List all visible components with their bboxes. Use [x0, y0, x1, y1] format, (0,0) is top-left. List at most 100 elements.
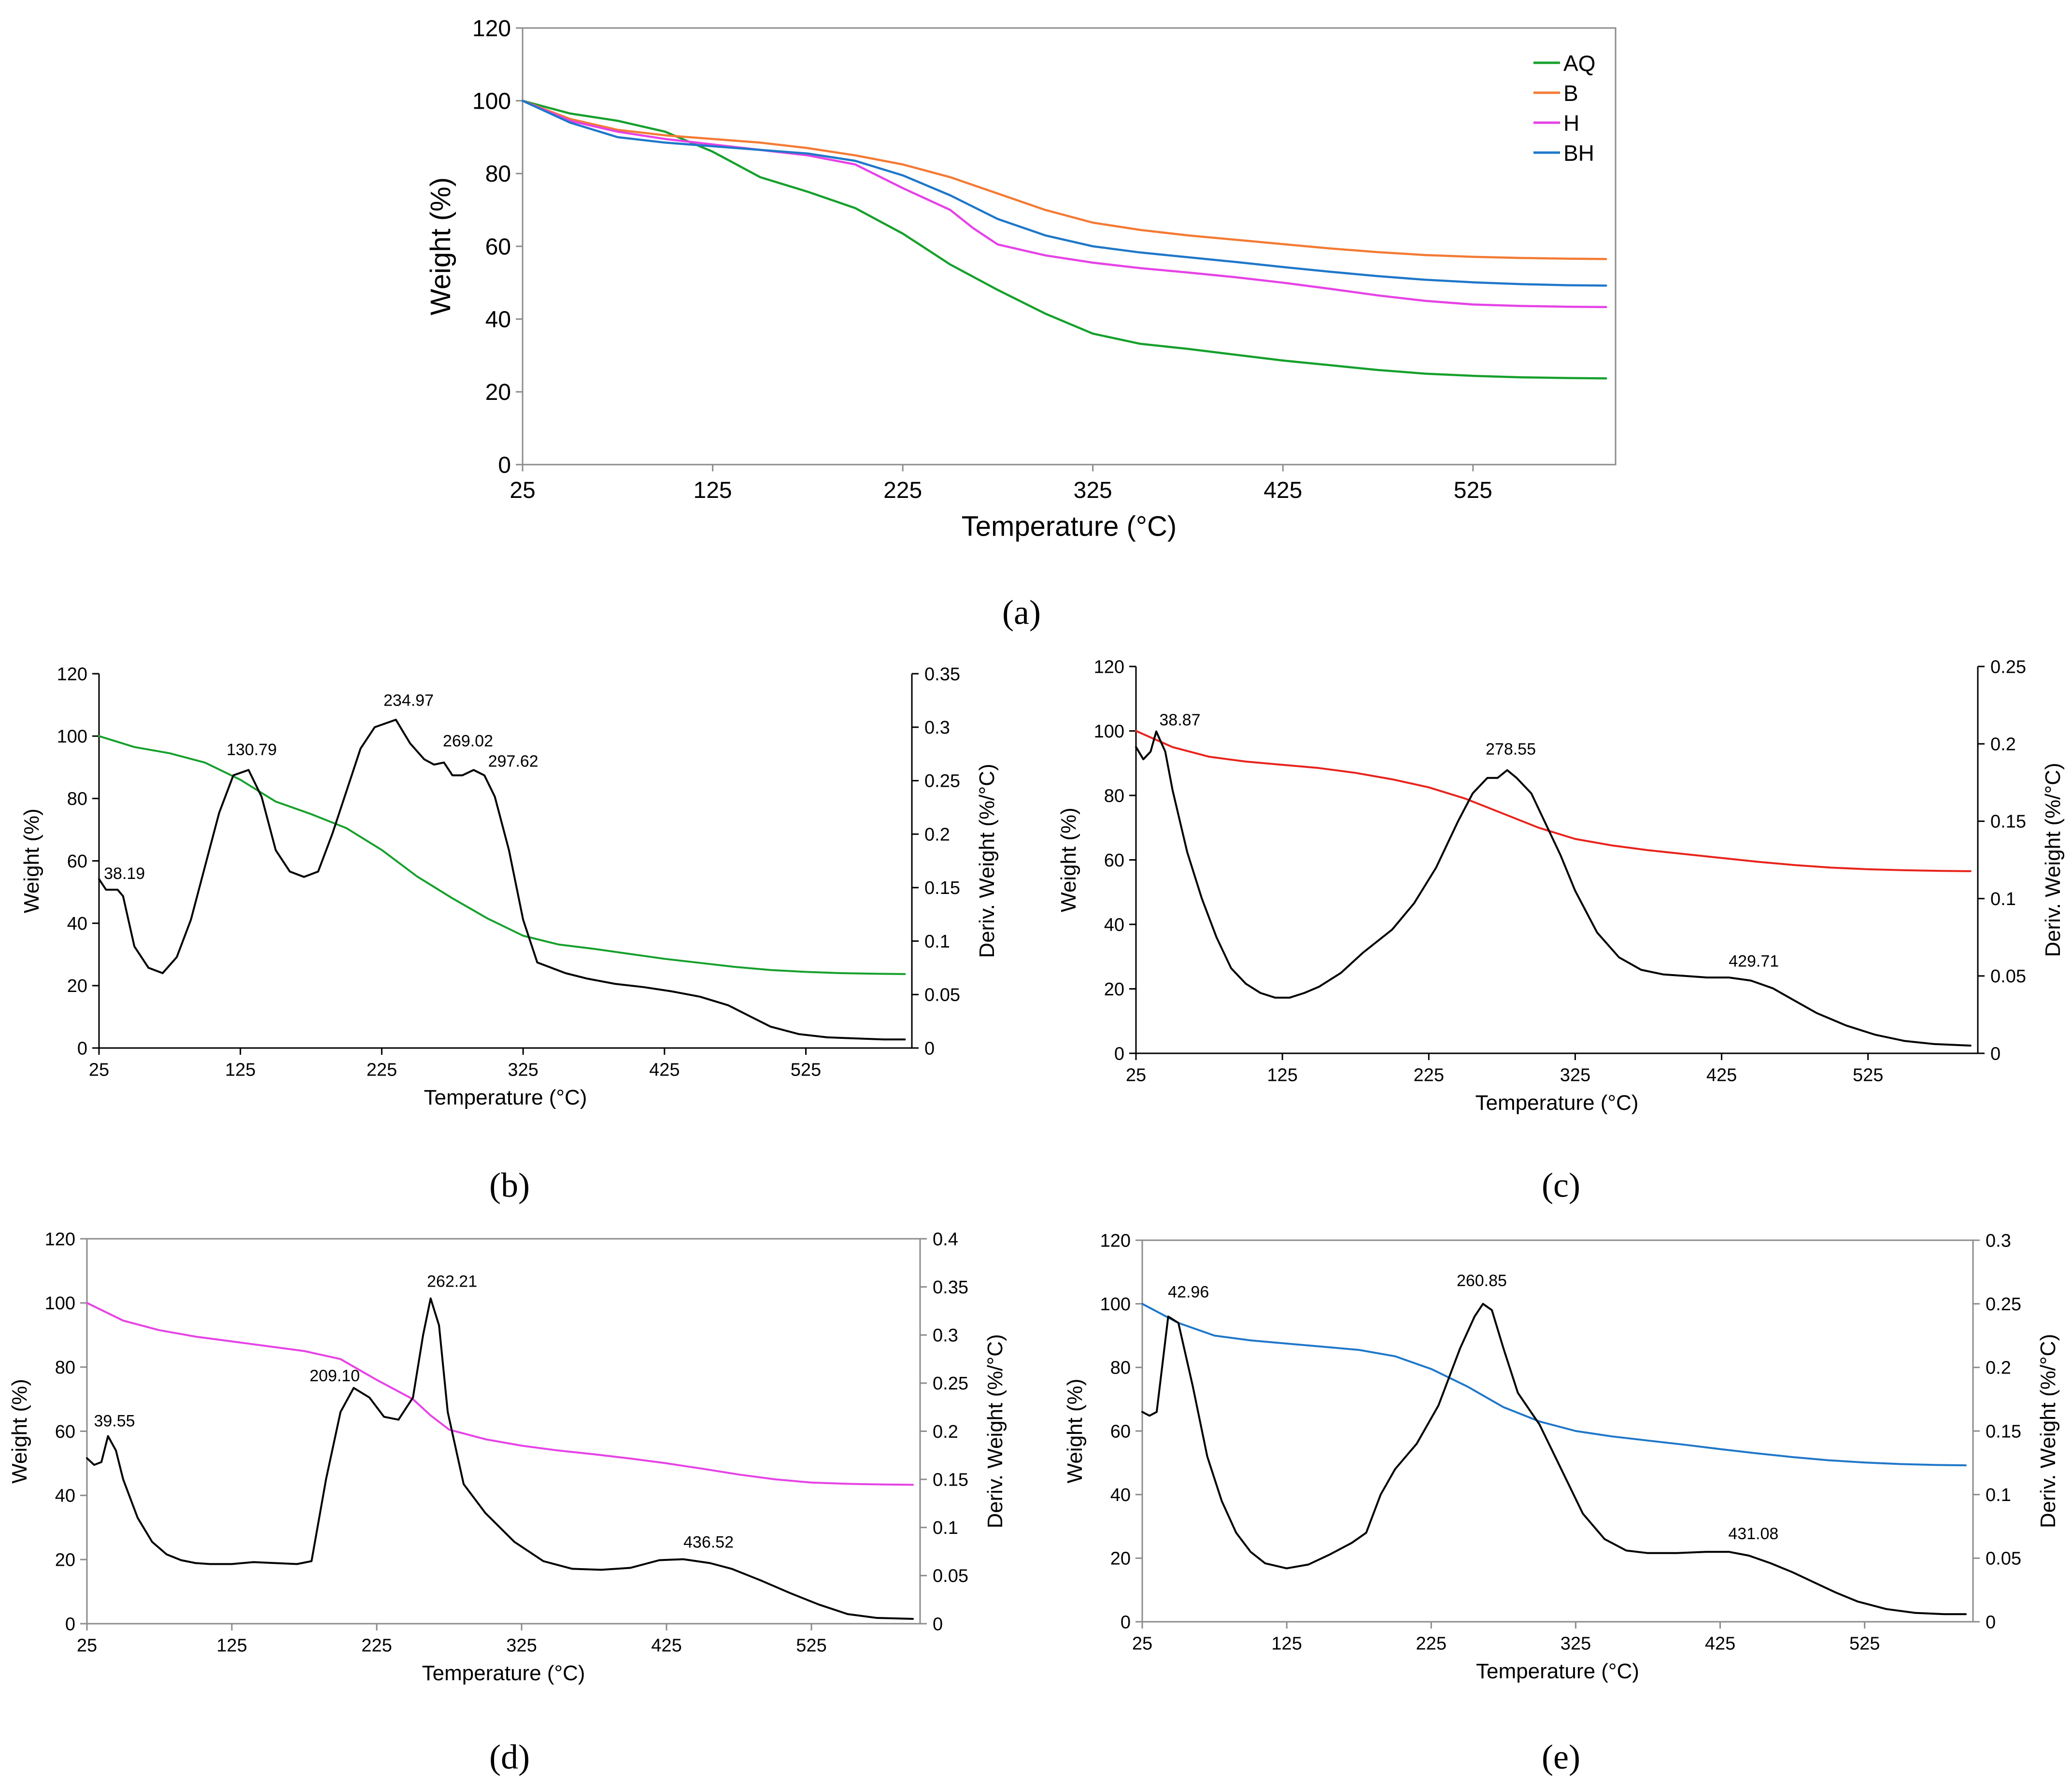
y-tick-label: 60	[55, 1422, 75, 1442]
x-axis-title: Temperature (°C)	[424, 1086, 587, 1109]
y2-tick-label: 0.1	[1990, 889, 2016, 909]
y2-tick-label: 0.15	[924, 878, 960, 898]
y-tick-label: 100	[57, 726, 87, 747]
y2-tick-label: 0.05	[1990, 966, 2026, 987]
x-tick-label: 525	[796, 1636, 826, 1656]
chart-panel-c: 25 125 225 325 425 525 0 20 40 60 80 100 120 0 0.05 0.1…	[1057, 657, 2065, 1115]
y2-tick-label: 0.2	[1986, 1358, 2011, 1378]
y-tick-label: 40	[485, 307, 511, 332]
y-tick-label: 120	[57, 664, 87, 684]
y-tick-label: 0	[1121, 1612, 1131, 1632]
y-axis-title: Weight (%)	[1057, 808, 1080, 912]
chart-panel-a: 25 125 225 325 425 525 0 20 40 60 80 100 120 Temperat…	[425, 16, 1617, 542]
x-tick-label: 125	[225, 1060, 255, 1080]
y2-tick-label: 0.1	[1986, 1485, 2011, 1505]
peak-label: 38.87	[1159, 711, 1200, 729]
y2-tick-label: 0.25	[924, 771, 960, 792]
x-tick-label: 25	[89, 1060, 109, 1080]
y2-tick-label: 0.15	[1990, 812, 2026, 832]
y2-tick-label: 0	[924, 1038, 935, 1059]
y-tick-label: 100	[1094, 722, 1124, 742]
legend-label-aq: AQ	[1563, 51, 1595, 76]
series-line-deriv-weight	[1135, 730, 1972, 1047]
y2-tick-label: 0.05	[924, 985, 960, 1006]
peak-label: 42.96	[1168, 1283, 1209, 1302]
y2-tick-label: 0.35	[933, 1277, 968, 1298]
y2-tick-label: 0.1	[924, 932, 950, 952]
y-tick-label: 0	[1114, 1044, 1124, 1064]
peak-label: 38.19	[104, 864, 145, 883]
y2-tick-label: 0.25	[1990, 657, 2026, 677]
x-tick-label: 425	[1706, 1065, 1737, 1086]
y2-tick-label: 0.1	[933, 1518, 958, 1538]
y2-tick-label: 0.25	[933, 1374, 968, 1394]
x-tick-label: 25	[1126, 1065, 1146, 1086]
x-tick-label: 25	[510, 478, 535, 503]
y-tick-label: 20	[1110, 1549, 1131, 1569]
x-axis-title: Temperature (°C)	[1476, 1091, 1639, 1115]
plot-frame	[86, 1238, 921, 1625]
y2-tick-label: 0.4	[933, 1229, 958, 1249]
x-tick-label: 525	[791, 1060, 821, 1080]
y-tick-label: 100	[1100, 1294, 1131, 1315]
series-line-aq	[521, 99, 1607, 380]
y-tick-label: 80	[1104, 786, 1124, 806]
y-axis-title: Weight (%)	[425, 177, 456, 315]
peak-label: 209.10	[310, 1367, 360, 1385]
panel-label-e: (e)	[1542, 1738, 1580, 1776]
series-line-b	[521, 99, 1607, 260]
legend-label-b: B	[1563, 81, 1578, 106]
x-tick-label: 425	[651, 1636, 681, 1656]
chart-panel-b: 25 125 225 325 425 525 0 20 40 60 80 100 120 0 0.05 0.1…	[20, 664, 999, 1109]
y2-axis-title: Deriv. Weight (%/°C)	[2036, 1334, 2060, 1528]
y2-tick-label: 0.25	[1986, 1294, 2021, 1315]
series-line-deriv-weight	[98, 719, 906, 1041]
y-tick-label: 80	[55, 1358, 75, 1378]
y-tick-label: 60	[485, 234, 511, 260]
y2-tick-label: 0.15	[1986, 1421, 2021, 1442]
x-tick-label: 525	[1454, 478, 1492, 503]
y-tick-label: 120	[1094, 657, 1124, 677]
y-tick-label: 80	[1110, 1358, 1131, 1378]
peak-label: 436.52	[683, 1533, 734, 1552]
x-tick-label: 225	[883, 478, 922, 503]
x-tick-label: 25	[77, 1636, 97, 1656]
x-tick-label: 425	[1705, 1634, 1735, 1654]
panel-label-d: (d)	[489, 1738, 530, 1776]
x-tick-label: 425	[1263, 478, 1302, 503]
y-tick-label: 60	[67, 851, 87, 872]
y-tick-label: 40	[1104, 915, 1124, 935]
peak-label: 234.97	[383, 691, 434, 709]
y2-tick-label: 0.3	[924, 718, 950, 738]
y-tick-label: 120	[1100, 1231, 1131, 1251]
peak-label: 130.79	[227, 740, 277, 759]
x-tick-label: 125	[694, 478, 732, 503]
series-line-deriv-weight	[86, 1297, 914, 1620]
peak-label: 278.55	[1486, 740, 1536, 759]
y2-tick-label: 0.3	[933, 1326, 958, 1346]
y-tick-label: 40	[55, 1486, 75, 1506]
x-tick-label: 125	[1271, 1634, 1302, 1654]
y-tick-label: 60	[1104, 850, 1124, 871]
x-axis-title: Temperature (°C)	[1476, 1659, 1639, 1683]
y-tick-label: 40	[1110, 1485, 1131, 1505]
x-tick-label: 325	[1561, 1634, 1591, 1654]
series-line-weight	[86, 1302, 914, 1486]
legend-label-h: H	[1563, 111, 1579, 136]
y2-tick-label: 0.2	[933, 1422, 958, 1442]
x-tick-label: 425	[649, 1060, 680, 1080]
x-axis-title: Temperature (°C)	[962, 511, 1177, 542]
chart-panel-e: 25 125 225 325 425 525 0 20 40 60 80 100 120 0 0.05 0.1…	[1063, 1231, 2060, 1683]
y-tick-label: 100	[45, 1293, 75, 1314]
y2-tick-label: 0.05	[933, 1566, 968, 1587]
x-axis-title: Temperature (°C)	[422, 1661, 585, 1685]
x-tick-label: 525	[1849, 1634, 1880, 1654]
series-line-weight	[1135, 730, 1972, 872]
y-tick-label: 20	[55, 1550, 75, 1570]
x-tick-label: 325	[506, 1636, 537, 1656]
series-line-weight	[1141, 1303, 1967, 1467]
y-tick-label: 80	[67, 789, 87, 809]
legend-label-bh: BH	[1563, 141, 1594, 166]
y-tick-label: 80	[485, 161, 511, 187]
